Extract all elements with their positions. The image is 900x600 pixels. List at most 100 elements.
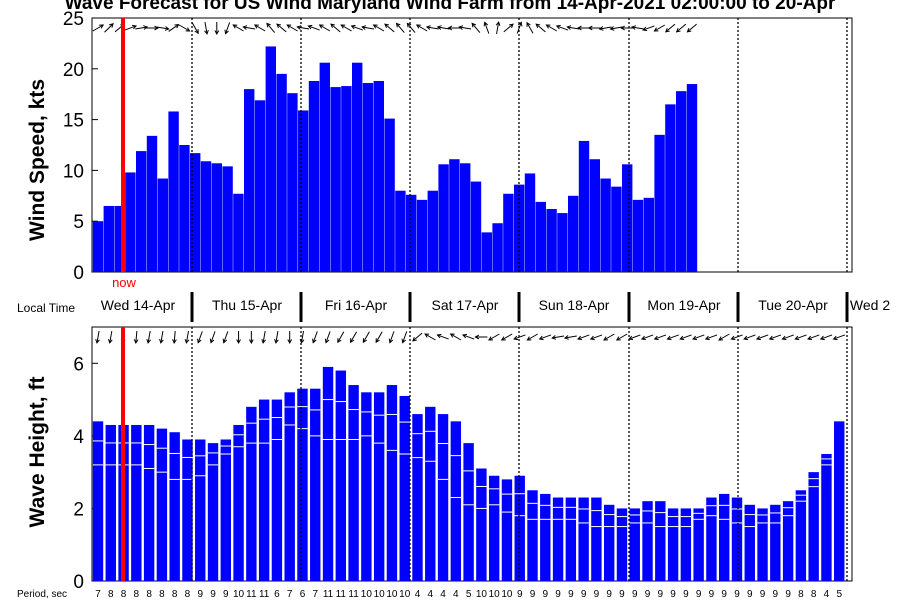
wind-bar — [427, 190, 438, 272]
wind-bar — [514, 184, 525, 272]
wind-bar — [600, 178, 611, 272]
wave-total-bar — [552, 497, 564, 581]
wind-direction-arrow — [587, 25, 601, 31]
wind-bar — [341, 86, 352, 273]
wind-bar — [136, 151, 147, 272]
wave-total-bar — [808, 472, 819, 581]
period-value: 8 — [811, 589, 817, 600]
period-value: 9 — [223, 589, 229, 600]
wave-direction-arrow — [807, 334, 820, 341]
period-value: 10 — [489, 589, 501, 600]
wind-direction-arrow — [224, 22, 231, 35]
period-value: 7 — [312, 589, 318, 600]
wind-bar — [654, 134, 665, 272]
wind-bar — [200, 161, 212, 272]
wind-direction-arrow — [276, 23, 287, 33]
wave-total-bar — [386, 385, 398, 581]
wind-bar — [211, 163, 222, 272]
period-value: 4 — [440, 589, 446, 600]
wind-direction-arrow — [384, 23, 395, 33]
day-label: Mon 19-Apr — [647, 297, 720, 313]
wave-direction-arrow — [819, 334, 833, 341]
period-value: 10 — [501, 589, 513, 600]
wind-bar — [287, 93, 298, 273]
wind-bar — [352, 62, 363, 273]
wind-bar — [233, 193, 244, 272]
wave-direction-arrow — [653, 334, 667, 341]
wave-direction-arrow — [500, 333, 513, 341]
wind-bar — [92, 221, 104, 272]
wind-bar — [190, 153, 201, 272]
wave-direction-arrow — [133, 330, 139, 345]
wave-direction-arrow — [577, 334, 590, 341]
wind-bar — [589, 159, 600, 272]
wind-direction-arrow — [253, 24, 266, 32]
wave-total-bar — [425, 406, 436, 581]
wave-total-bar — [335, 370, 347, 581]
wave-direction-arrow — [261, 331, 266, 344]
wind-direction-arrow — [307, 24, 320, 31]
wave-total-bar — [437, 414, 449, 581]
wave-direction-arrow — [95, 331, 100, 344]
wave-total-bar — [348, 385, 359, 581]
period-value: 8 — [108, 589, 114, 600]
wave-total-bar — [578, 497, 589, 581]
period-value: 4 — [453, 589, 459, 600]
wave-total-bar — [322, 366, 334, 581]
wind-direction-arrow — [642, 25, 655, 32]
wind-bar — [632, 199, 644, 272]
wave-direction-arrow — [461, 333, 475, 340]
period-value: 9 — [721, 589, 727, 600]
wave-total-bar — [450, 421, 462, 581]
period-value: 8 — [159, 589, 165, 600]
wave-total-bar — [514, 475, 525, 581]
wave-total-bar — [770, 504, 781, 581]
wind-direction-arrow — [436, 25, 450, 30]
period-value: 9 — [517, 589, 523, 600]
wind-bar — [622, 164, 633, 272]
wave-direction-arrow — [513, 334, 526, 341]
period-value: 11 — [259, 589, 270, 600]
wind-bar — [686, 84, 698, 272]
wind-direction-arrow — [168, 23, 180, 32]
wave-total-bar — [821, 454, 832, 581]
wind-bar — [535, 201, 546, 272]
wave-total-bar — [757, 508, 768, 581]
wave-ytick-label: 2 — [73, 499, 84, 520]
wave-direction-arrow — [388, 331, 395, 344]
period-value: 9 — [670, 589, 676, 600]
day-label: Wed 14-Apr — [101, 297, 176, 313]
period-value: 8 — [121, 589, 127, 600]
period-value: 9 — [734, 589, 740, 600]
wave-total-bar — [182, 439, 193, 581]
wind-ytick-label: 25 — [63, 9, 84, 30]
wind-direction-arrow — [92, 24, 105, 32]
wave-direction-arrow — [666, 334, 679, 341]
wave-y-axis-label: Wave Height, ft — [26, 377, 49, 528]
period-value: 5 — [836, 589, 842, 600]
wind-bar — [665, 104, 676, 272]
wave-ytick-label: 6 — [73, 354, 84, 375]
wave-total-bar — [412, 414, 423, 581]
wave-direction-arrow — [640, 334, 654, 341]
period-value: 9 — [530, 589, 536, 600]
wind-direction-arrow — [535, 23, 546, 33]
wave-total-bar — [616, 508, 628, 581]
wind-bar — [546, 209, 557, 272]
wind-bar — [524, 173, 536, 272]
wind-bar — [416, 199, 428, 272]
period-value: 7 — [95, 589, 101, 600]
wave-direction-arrow — [401, 331, 408, 344]
period-label: Period, sec — [17, 589, 67, 600]
period-value: 8 — [146, 589, 152, 600]
period-value: 10 — [386, 589, 398, 600]
wave-total-bar — [373, 392, 385, 581]
wave-direction-arrow — [312, 331, 318, 344]
wind-bar — [276, 73, 287, 272]
wind-direction-arrow — [503, 23, 514, 33]
wave-total-bar — [207, 443, 219, 581]
wave-direction-arrow — [197, 331, 203, 344]
wave-total-bar — [143, 424, 155, 581]
wave-direction-arrow — [236, 331, 241, 345]
